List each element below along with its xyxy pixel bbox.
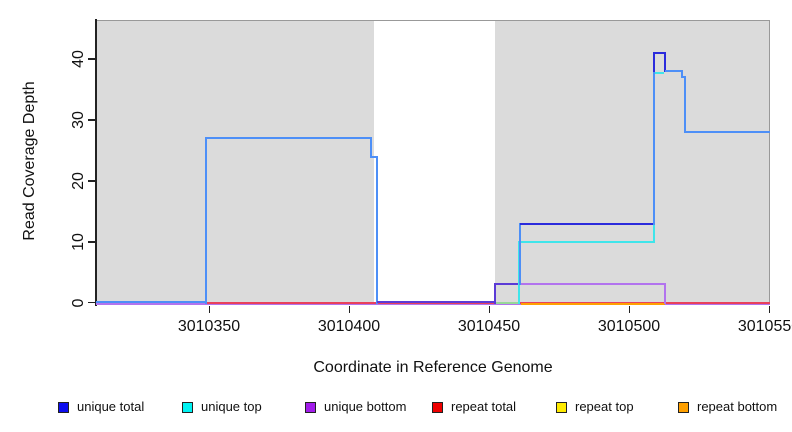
legend-item: repeat total <box>432 399 517 414</box>
series-segment-blue <box>665 70 683 73</box>
y-tick-mark <box>88 180 95 182</box>
series-segment-purple <box>519 283 666 286</box>
legend-label: repeat top <box>575 399 634 414</box>
x-tick-mark <box>348 305 350 313</box>
legend-swatch-icon <box>305 401 316 413</box>
legend-swatch-icon <box>182 401 193 413</box>
series-segment-blue <box>370 137 373 158</box>
legend-swatch-icon <box>58 401 69 413</box>
series-segment-blue <box>682 76 685 79</box>
legend-item: unique bottom <box>305 399 407 414</box>
y-tick-mark <box>88 119 95 121</box>
series-segment-orange <box>520 302 666 305</box>
series-segment-cyan <box>654 71 664 74</box>
y-axis-line <box>95 19 97 306</box>
legend-label: repeat total <box>451 399 517 414</box>
legend-label: unique top <box>201 399 262 414</box>
series-segment-blue <box>684 76 686 134</box>
series-segment-violet <box>377 301 495 304</box>
x-tick-mark <box>488 305 490 313</box>
series-segment-blueDark <box>664 52 667 73</box>
y-tick-label: 10 <box>70 232 87 251</box>
x-tick-mark <box>628 305 630 313</box>
series-segment-blue <box>518 222 521 286</box>
y-tick-mark <box>88 301 95 304</box>
series-segment-blue <box>205 137 372 140</box>
series-segment-blue <box>204 137 207 304</box>
y-tick-label: 40 <box>70 50 87 68</box>
legend-item: repeat top <box>556 399 634 414</box>
series-segment-violet <box>493 283 496 304</box>
series-segment-blue <box>376 155 378 304</box>
x-tick-mark <box>208 305 210 313</box>
x-tick-mark <box>768 305 770 313</box>
y-tick-label: 0 <box>70 298 87 308</box>
series-segment-purple <box>664 283 667 304</box>
coverage-gap-band <box>374 21 496 305</box>
series-segment-cyan <box>519 240 655 243</box>
legend-label: repeat bottom <box>697 399 778 414</box>
series-segment-blue <box>685 131 771 134</box>
y-tick-mark <box>88 58 95 60</box>
legend-item: unique total <box>58 399 145 414</box>
x-tick-label: 3010400 <box>317 317 381 335</box>
x-tick-label: 3010500 <box>597 317 661 335</box>
series-segment-blueDark <box>653 52 656 73</box>
y-tick-label: 30 <box>70 111 87 129</box>
series-segment-violet <box>494 283 520 286</box>
series-segment-blueDark <box>519 222 655 225</box>
series-segment-blue <box>371 155 377 158</box>
legend-label: unique total <box>77 399 145 414</box>
legend-label: unique bottom <box>324 399 407 414</box>
series-segment-purple <box>95 303 771 306</box>
legend-swatch-icon <box>678 401 689 413</box>
y-tick-mark <box>88 241 95 243</box>
y-axis-title: Read Coverage Depth <box>21 81 38 241</box>
legend-swatch-icon <box>556 401 567 413</box>
legend-item: repeat bottom <box>678 399 778 414</box>
series-segment-blue <box>681 70 684 79</box>
series-segment-blueDark <box>654 52 666 54</box>
series-segment-green <box>494 301 520 304</box>
x-tick-label: 3010350 <box>177 317 241 335</box>
series-segment-blue <box>653 70 656 225</box>
x-tick-label: 3010450 <box>457 317 521 335</box>
y-tick-label: 20 <box>70 172 87 190</box>
legend-item: unique top <box>182 399 262 414</box>
x-axis-title: Coordinate in Reference Genome <box>313 359 553 376</box>
legend-swatch-icon <box>432 401 443 413</box>
series-segment-blue <box>95 301 206 304</box>
